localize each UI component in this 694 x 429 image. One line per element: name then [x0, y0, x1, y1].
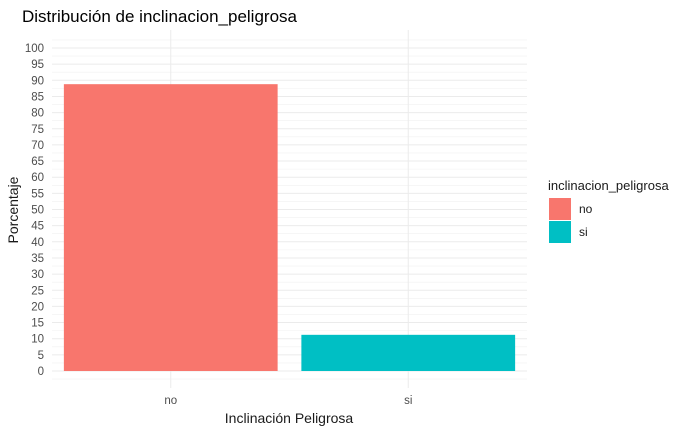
y-tick-label: 5 — [38, 350, 44, 362]
legend-label-no: no — [579, 202, 593, 216]
bar-no — [63, 84, 278, 372]
y-tick-label: 25 — [31, 285, 44, 297]
y-tick-label: 100 — [25, 43, 44, 55]
bar-si — [301, 334, 516, 371]
legend-key-si — [549, 221, 571, 243]
legend-key-no — [549, 198, 571, 220]
y-tick-label: 70 — [31, 140, 44, 152]
y-tick-label: 20 — [31, 301, 44, 313]
legend: inclinacion_peligrosa no si — [548, 178, 669, 243]
y-tick-label: 95 — [31, 59, 44, 71]
y-tick-label: 65 — [31, 156, 44, 168]
y-tick-label: 40 — [31, 237, 44, 249]
y-tick-label: 50 — [31, 205, 44, 217]
legend-label-si: si — [579, 225, 588, 239]
x-axis-title: Inclinación Peligrosa — [225, 410, 354, 426]
y-tick-label: 15 — [31, 318, 44, 330]
y-tick-label: 60 — [31, 172, 44, 184]
y-axis-title: Porcentaje — [5, 176, 21, 243]
y-tick-label: 10 — [31, 334, 44, 346]
x-tick-label: no — [164, 395, 177, 407]
chart-title: Distribución de inclinacion_peligrosa — [22, 7, 298, 26]
legend-title: inclinacion_peligrosa — [548, 178, 669, 193]
y-tick-label: 75 — [31, 124, 44, 136]
y-tick-label: 90 — [31, 75, 44, 87]
y-tick-label: 80 — [31, 108, 44, 120]
y-tick-label: 0 — [38, 366, 44, 378]
plot-area: 0 5 10 15 20 25 30 35 40 45 50 55 60 65 70 75 80 85 90 95 10… — [25, 30, 527, 407]
x-tick-label: si — [404, 395, 412, 407]
y-tick-label: 85 — [31, 91, 44, 103]
y-tick-label: 55 — [31, 188, 44, 200]
y-tick-label: 45 — [31, 221, 44, 233]
y-tick-label: 35 — [31, 253, 44, 265]
y-tick-label: 30 — [31, 269, 44, 281]
